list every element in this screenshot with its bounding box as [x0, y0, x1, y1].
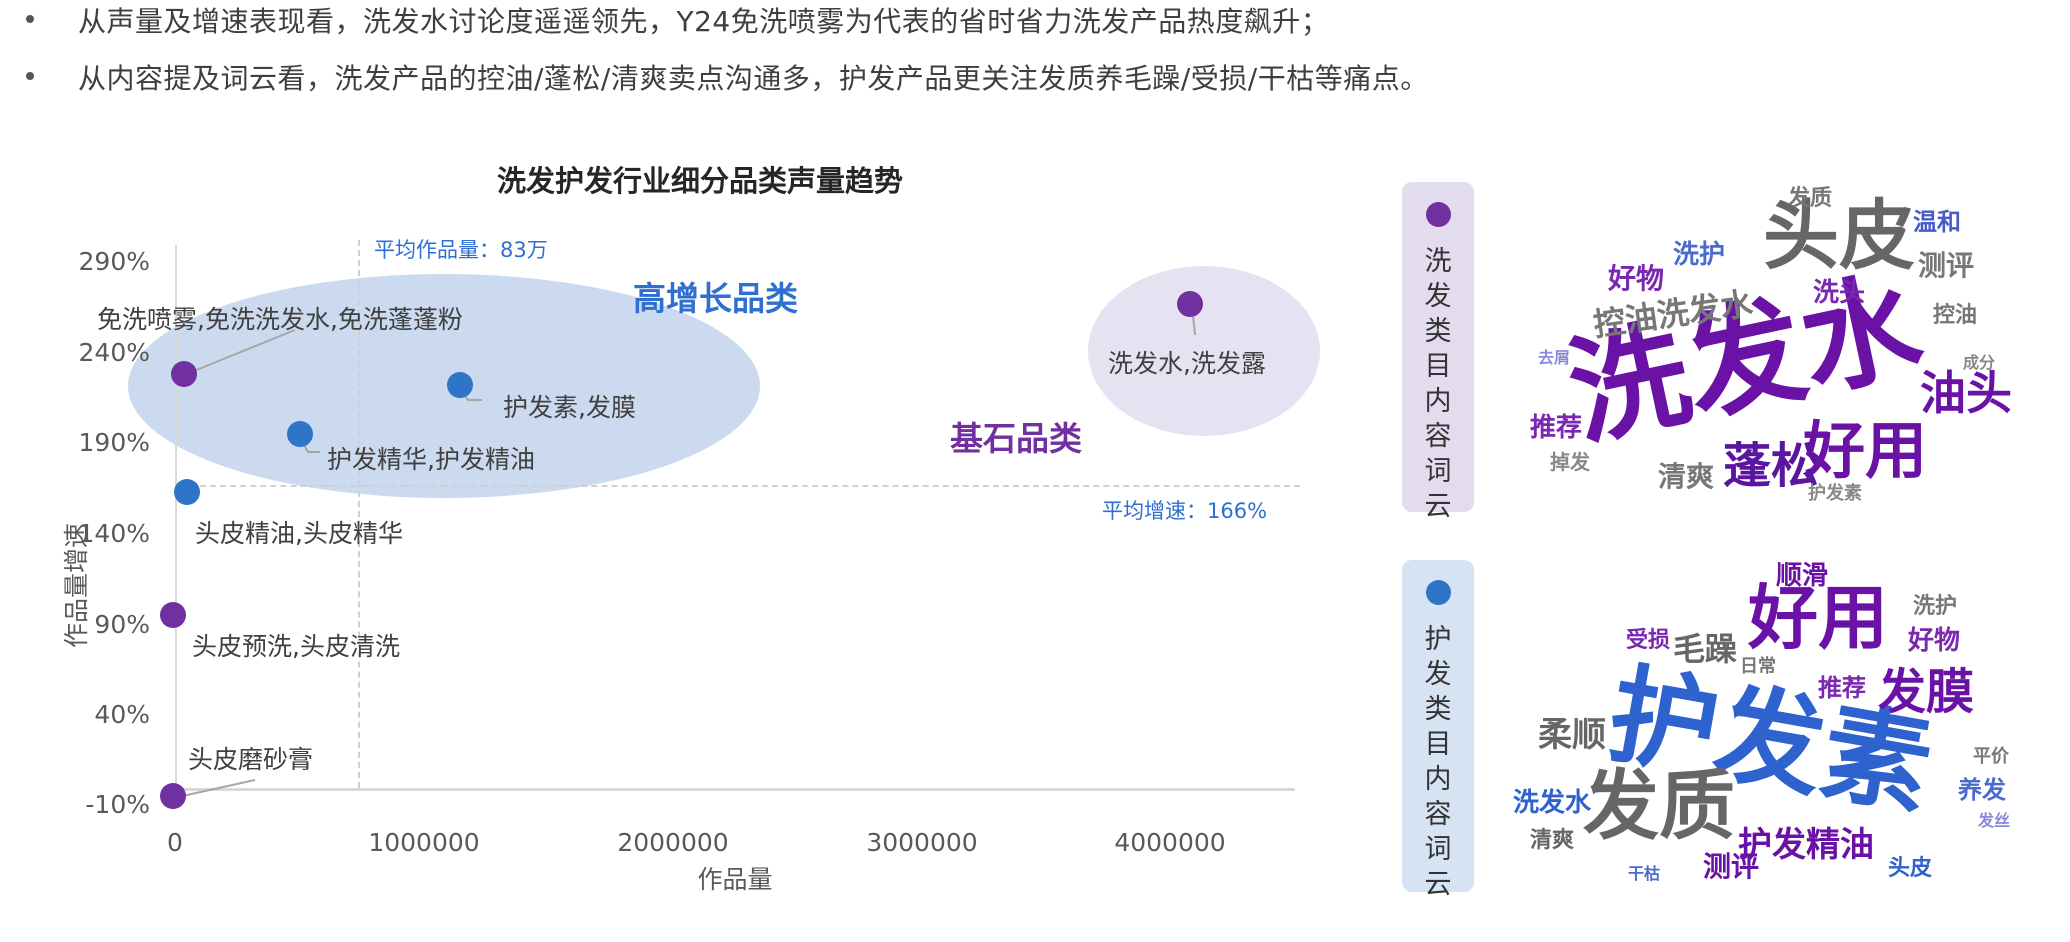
wash-word-cloud: 洗发水 头皮 好用 蓬松 油头 控油洗发水 好物 洗护 洗头 测评 推荐 清爽 …: [1508, 180, 2033, 512]
summary-bullet-2: 从内容提及词云看，洗发产品的控油/蓬松/清爽卖点沟通多，护发产品更关注发质养毛躁…: [26, 57, 1429, 97]
cloud-word: 清爽: [1530, 828, 1575, 853]
cloud-word: 养发: [1958, 776, 2006, 804]
x-axis-line: [175, 788, 1295, 791]
cloud-word: 好用: [1748, 577, 1888, 659]
cloud-word: 控油: [1933, 303, 1978, 328]
y-tick: 190%: [78, 428, 150, 457]
x-tick: 0: [167, 828, 183, 857]
cloud-word: 温和: [1913, 208, 1961, 236]
point-label-hair-essence: 护发精华,护发精油: [327, 445, 535, 474]
point-label-scalp-oil: 头皮精油,头皮精华: [195, 519, 403, 548]
cloud-word: 好物: [1608, 262, 1665, 295]
bullet-dot-icon: [26, 15, 34, 23]
point-label-conditioner: 护发素,发膜: [503, 393, 636, 422]
point-label-shampoo: 洗发水,洗发露: [1108, 349, 1266, 378]
cloud-word: 柔顺: [1538, 715, 1606, 755]
high-growth-zone: [128, 274, 760, 498]
y-tick: -10%: [85, 790, 150, 819]
cloud-word: 发丝: [1978, 811, 2011, 830]
cloud-word: 护发精油: [1738, 825, 1874, 865]
cloud-word: 发质: [1788, 186, 1833, 211]
cloud-word: 去屑: [1538, 348, 1571, 367]
avg-volume-line: [358, 240, 360, 788]
cloud-word: 洗头: [1813, 278, 1866, 308]
point-scalp-prewash[interactable]: [160, 602, 186, 628]
x-tick: 2000000: [617, 828, 729, 857]
y-tick: 290%: [78, 247, 150, 276]
wash-dot-icon: [1426, 202, 1451, 227]
care-cloud-tab: 护发类目内容词云: [1402, 560, 1474, 900]
point-scalp-scrub[interactable]: [160, 783, 186, 809]
cloud-word: 洗发水: [1513, 788, 1592, 818]
cloud-word: 洗护: [1913, 594, 1958, 619]
y-tick: 140%: [78, 519, 150, 548]
cloud-word: 成分: [1963, 353, 1996, 372]
cloud-word: 头皮: [1763, 191, 1915, 280]
point-leave-in[interactable]: [171, 361, 197, 387]
wash-cloud-tab: 洗发类目内容词云: [1402, 182, 1474, 522]
point-hair-essence[interactable]: [287, 421, 313, 447]
cloud-word: 蓬松: [1723, 438, 1820, 494]
avg-growth-label: 平均增速：166%: [1102, 499, 1268, 523]
y-tick: 40%: [94, 700, 150, 729]
cloud-word: 清爽: [1658, 460, 1715, 493]
cloud-word: 推荐: [1818, 674, 1866, 702]
cloud-word: 发膜: [1878, 664, 1975, 720]
care-word-cloud: 护发素 发质 好用 发膜 柔顺 毛躁 受损 洗发水 护发精油 测评 清爽 推荐 …: [1508, 558, 2033, 890]
point-label-scalp-scrub: 头皮磨砂膏: [188, 745, 314, 774]
cloud-word: 毛躁: [1673, 630, 1738, 668]
point-label-scalp-prewash: 头皮预洗,头皮清洗: [192, 632, 400, 661]
avg-growth-line: [180, 485, 1300, 487]
cloud-word: 顺滑: [1776, 561, 1829, 591]
bullet-text: 从声量及增速表现看，洗发水讨论度遥遥领先，Y24免洗喷雾为代表的省时省力洗发产品…: [78, 5, 1330, 38]
y-tick: 90%: [94, 610, 150, 639]
y-axis-line: [175, 245, 177, 790]
x-tick: 3000000: [866, 828, 978, 857]
cloud-word: 测评: [1703, 850, 1760, 883]
cloud-word: 干枯: [1628, 864, 1661, 883]
care-dot-icon: [1426, 580, 1451, 605]
cloud-word: 测评: [1918, 249, 1975, 282]
leader-lines: [177, 304, 1196, 798]
x-tick: 4000000: [1114, 828, 1226, 857]
cloud-word: 发质: [1583, 761, 1735, 850]
cloud-word: 平价: [1973, 746, 2009, 767]
avg-volume-label: 平均作品量：83万: [374, 238, 548, 262]
cloud-word: 洗护: [1673, 240, 1726, 270]
point-shampoo[interactable]: [1177, 291, 1203, 317]
care-cloud-title: 护发类目内容词云: [1424, 624, 1452, 900]
y-tick: 240%: [78, 338, 150, 367]
cloud-word: 护发素: [1808, 483, 1862, 504]
cloud-word: 受损: [1626, 628, 1671, 653]
high-growth-zone-label: 高增长品类: [633, 279, 798, 318]
cloud-word: 掉发: [1550, 450, 1590, 474]
cloud-word: 油头: [1920, 366, 2012, 420]
point-scalp-oil[interactable]: [174, 479, 200, 505]
cloud-word: 头皮: [1888, 856, 1933, 881]
wash-cloud-title: 洗发类目内容词云: [1424, 246, 1452, 522]
chart-title: 洗发护发行业细分品类声量趋势: [496, 164, 903, 198]
cloud-word: 日常: [1740, 656, 1776, 677]
base-zone-label: 基石品类: [950, 419, 1082, 458]
x-tick: 1000000: [368, 828, 480, 857]
summary-bullet-1: 从声量及增速表现看，洗发水讨论度遥遥领先，Y24免洗喷雾为代表的省时省力洗发产品…: [26, 0, 1329, 40]
bullet-dot-icon: [26, 72, 34, 80]
base-zone: [1088, 266, 1320, 436]
cloud-word: 好物: [1908, 626, 1961, 656]
cloud-word: 好用: [1803, 414, 1928, 487]
bullet-text: 从内容提及词云看，洗发产品的控油/蓬松/清爽卖点沟通多，护发产品更关注发质养毛躁…: [78, 62, 1429, 95]
cloud-word: 推荐: [1530, 413, 1583, 443]
point-label-leave-in: 免洗喷雾,免洗洗发水,免洗蓬蓬粉: [97, 305, 463, 334]
point-conditioner[interactable]: [447, 372, 473, 398]
x-axis-title: 作品量: [697, 865, 773, 894]
